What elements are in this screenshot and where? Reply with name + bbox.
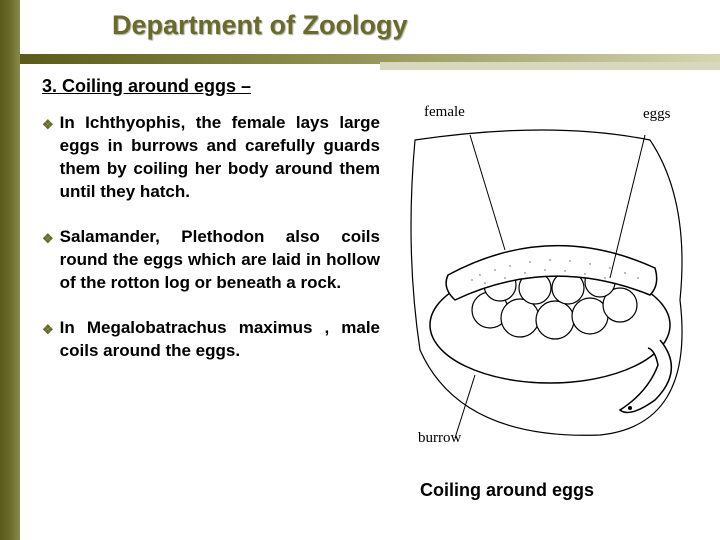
illustration-coiling: female eggs burrow [400,100,705,450]
diamond-bullet-icon: ❖ [42,321,54,363]
title-underline-fade [380,62,720,70]
left-accent-strip [0,0,20,540]
figure-label-female: female [424,104,465,121]
list-item: ❖ Salamander, Plethodon also coils round… [42,226,380,295]
section-number: 3. [42,76,57,96]
figure-label-eggs: eggs [643,106,671,123]
bullet-text: In Megalobatrachus maximus , male coils … [60,317,380,363]
list-item: ❖ In Ichthyophis, the female lays large … [42,112,380,204]
list-item: ❖ In Megalobatrachus maximus , male coil… [42,317,380,363]
diamond-bullet-icon: ❖ [42,116,54,204]
bullet-text: Salamander, Plethodon also coils round t… [60,226,380,295]
page-title: Department of Zoology [112,10,408,41]
figure-caption: Coiling around eggs [420,480,594,501]
figure-label-burrow: burrow [418,430,461,447]
section-heading: 3. Coiling around eggs – [42,76,251,97]
diamond-bullet-icon: ❖ [42,230,54,295]
bullet-text: In Ichthyophis, the female lays large eg… [60,112,380,204]
bullet-list: ❖ In Ichthyophis, the female lays large … [42,112,380,384]
section-title: Coiling around eggs – [62,76,251,96]
